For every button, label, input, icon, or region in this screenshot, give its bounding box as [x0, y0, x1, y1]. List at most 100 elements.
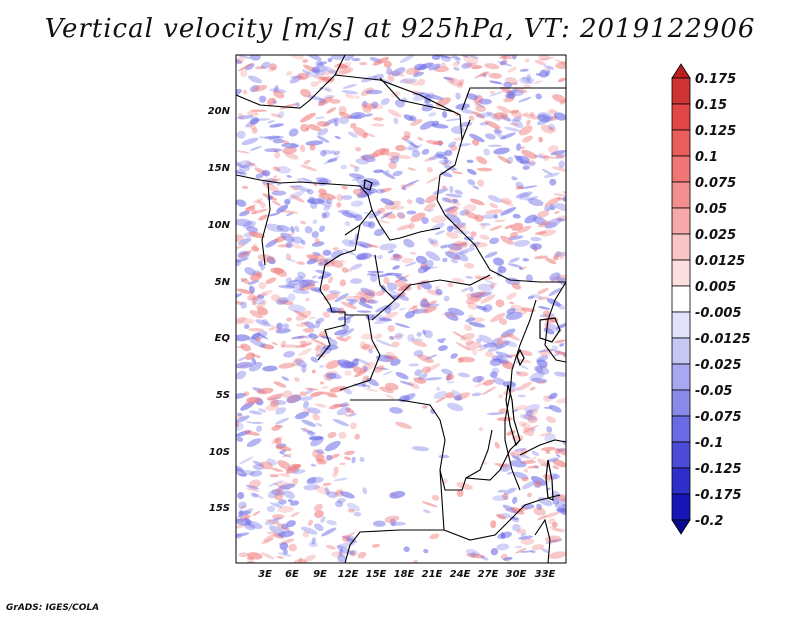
field-cell	[460, 242, 467, 247]
field-cell	[345, 298, 359, 303]
field-cell	[379, 187, 392, 193]
field-cell	[490, 548, 499, 556]
field-cell	[300, 220, 307, 225]
field-cell	[482, 379, 495, 386]
field-cell	[529, 386, 536, 391]
field-cell	[399, 55, 415, 64]
field-cell	[282, 323, 289, 329]
field-cell	[323, 88, 330, 91]
field-cell	[249, 117, 259, 125]
lat-label-10n: 10N	[208, 220, 231, 231]
field-cell	[236, 467, 247, 477]
field-cell	[314, 238, 320, 245]
field-cell	[306, 279, 319, 283]
field-cell	[554, 251, 566, 257]
field-cell	[259, 201, 266, 209]
field-cell	[323, 205, 331, 211]
field-cell	[476, 112, 493, 118]
field-cell	[411, 150, 421, 158]
field-cell	[286, 317, 292, 322]
field-cell	[334, 293, 349, 303]
field-cell	[403, 131, 411, 138]
field-cell	[537, 296, 549, 301]
field-cell	[556, 494, 566, 502]
field-cell	[504, 224, 513, 230]
field-cell	[267, 97, 277, 106]
field-cell	[338, 548, 344, 557]
field-cell	[546, 426, 553, 433]
field-cell	[558, 160, 565, 169]
field-cell	[526, 119, 531, 126]
field-cell	[336, 202, 342, 208]
field-cell	[348, 413, 357, 417]
colorbar-swatch	[671, 103, 691, 131]
field-cell	[544, 221, 557, 229]
field-cell	[558, 77, 566, 83]
field-cell	[537, 113, 551, 123]
field-cell	[327, 158, 338, 163]
colorbar-bottom-arrow	[671, 519, 691, 535]
field-cell	[345, 314, 355, 320]
field-cell	[323, 292, 339, 301]
field-cell	[240, 277, 251, 285]
field-cell	[351, 456, 356, 464]
field-cell	[493, 214, 499, 219]
field-cell	[236, 415, 250, 423]
field-cell	[312, 219, 318, 225]
field-cell	[343, 532, 356, 539]
field-cell	[529, 243, 542, 250]
field-cell	[277, 460, 292, 470]
field-cell	[477, 167, 493, 172]
field-cell	[478, 334, 495, 345]
field-cell	[389, 491, 406, 499]
field-cell	[341, 90, 358, 95]
field-cell	[318, 193, 336, 200]
field-cell	[389, 335, 395, 341]
field-cell	[249, 146, 262, 151]
field-cell	[472, 185, 480, 190]
field-cell	[241, 137, 259, 146]
colorbar-level-label: 0.125	[695, 124, 736, 139]
field-cell	[413, 377, 427, 384]
field-cell	[344, 370, 352, 376]
field-cell	[455, 342, 472, 351]
field-cell	[387, 75, 395, 82]
field-cell	[315, 60, 324, 68]
field-cell	[239, 165, 251, 172]
field-cell	[308, 333, 319, 339]
field-cell	[504, 558, 511, 563]
colorbar-swatch	[671, 337, 691, 365]
field-cell	[544, 217, 562, 229]
field-cell	[355, 252, 372, 260]
field-cell	[256, 387, 274, 395]
field-cell	[433, 391, 447, 399]
field-cell	[386, 282, 398, 291]
field-cell	[548, 551, 566, 559]
colorbar-swatch	[671, 181, 691, 209]
field-cell	[385, 394, 395, 399]
field-cell	[290, 194, 305, 203]
field-cell	[533, 507, 546, 516]
field-cell	[249, 479, 261, 488]
field-cell	[338, 116, 349, 125]
field-cell	[236, 170, 246, 174]
field-cell	[453, 67, 460, 71]
field-cell	[295, 102, 300, 107]
field-cell	[282, 548, 288, 555]
field-cell	[420, 299, 430, 308]
field-cell	[366, 384, 371, 389]
field-cell	[310, 201, 318, 210]
field-cell	[358, 302, 373, 309]
field-cell	[269, 123, 284, 128]
field-cell	[268, 327, 274, 331]
field-cell	[556, 448, 565, 452]
field-cell	[517, 394, 526, 398]
field-cell	[272, 100, 278, 104]
field-cell	[526, 409, 534, 417]
field-cell	[408, 363, 420, 367]
field-cell	[443, 157, 449, 164]
field-cell	[279, 542, 289, 551]
field-cell	[428, 154, 445, 161]
field-cell	[282, 146, 297, 155]
field-cell	[265, 519, 282, 525]
